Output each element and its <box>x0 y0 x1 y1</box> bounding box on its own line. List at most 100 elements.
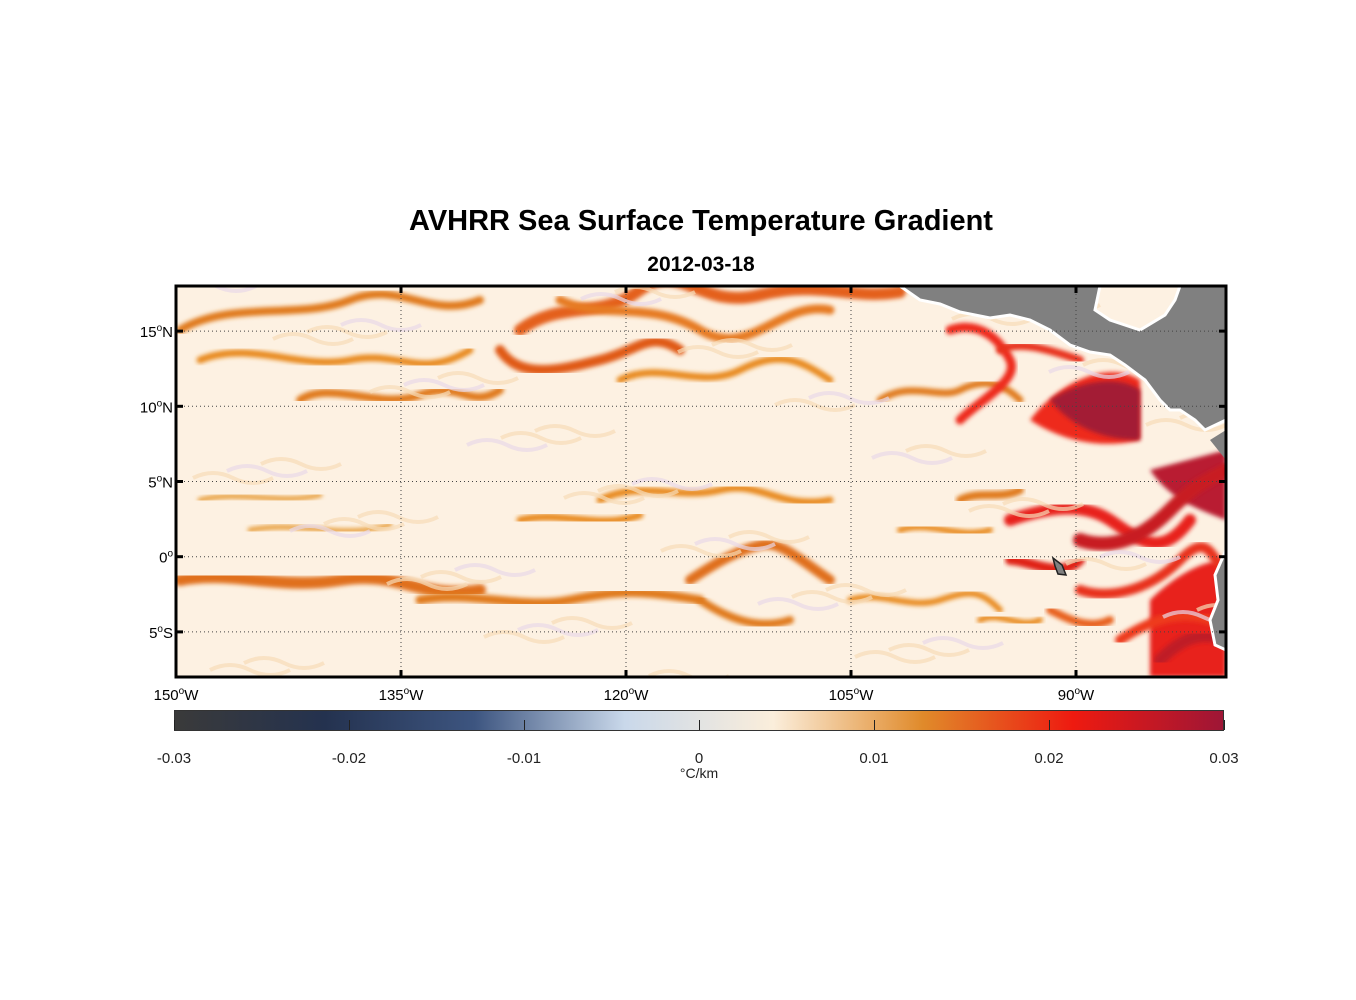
texture-streak <box>1002 497 1084 511</box>
texture-streak <box>272 332 354 346</box>
gradient-fronts <box>176 286 1226 677</box>
front-line <box>1073 463 1226 551</box>
texture-streak <box>340 318 422 332</box>
lat-tick-label: 15oN <box>140 323 173 341</box>
front-line <box>196 346 474 368</box>
lon-tick-label: 150oW <box>154 686 200 704</box>
lat-tick-label: 0o <box>159 549 173 567</box>
colorbar-tick-label: -0.01 <box>506 750 542 767</box>
texture-streak <box>774 398 856 412</box>
texture-streak <box>694 537 776 551</box>
texture-streak <box>176 286 257 293</box>
texture-streak <box>289 524 371 538</box>
lat-tick-label: 10oN <box>140 398 173 416</box>
texture-streak <box>922 636 1004 650</box>
front-line <box>977 614 1043 626</box>
front-line <box>1005 555 1085 574</box>
texture-streak <box>968 504 1050 518</box>
map-title: AVHRR Sea Surface Temperature Gradient <box>409 205 993 237</box>
galapagos-islands <box>1051 556 1068 576</box>
front-line <box>616 355 834 384</box>
colorbar-tick <box>874 720 875 730</box>
texture-streak <box>306 325 388 339</box>
texture-streak <box>517 623 599 637</box>
colorbar-tick-label: 0.01 <box>859 750 889 767</box>
axis-ticks: 15oN 10oN 5oN 0o 5oS 150oW 135oW 120oW 105oW 90oW <box>140 286 1226 704</box>
front-line <box>696 596 794 628</box>
colorbar-tick <box>699 720 700 730</box>
texture-streak <box>357 510 439 524</box>
lat-tick-label: 5oS <box>149 624 173 642</box>
land-layer <box>897 286 1226 652</box>
texture-streak <box>454 563 536 577</box>
texture-streak <box>791 590 873 604</box>
lon-tick-label: 135oW <box>379 686 425 704</box>
texture-streak <box>243 656 325 670</box>
texture-streak <box>323 517 405 531</box>
texture-streak <box>660 544 742 558</box>
colorbar-tick <box>349 720 350 730</box>
front-line <box>516 511 644 525</box>
texture-streak <box>551 616 633 630</box>
front-line <box>176 290 484 334</box>
colorbar-tick-label: -0.02 <box>331 750 367 767</box>
front-line <box>415 588 705 608</box>
colorbar-tick-label: 0.03 <box>1209 750 1239 767</box>
colorbar-tick <box>1049 720 1050 730</box>
lon-tick-label: 90oW <box>1058 686 1095 704</box>
texture-streak <box>757 597 839 611</box>
front-line <box>495 336 685 375</box>
graticule <box>176 286 1226 677</box>
texture-streak <box>677 345 759 359</box>
front-line <box>176 571 486 599</box>
colorbar-tick-label: 0.02 <box>1034 750 1064 767</box>
texture-streak <box>192 471 274 485</box>
colorbar-tick <box>174 720 175 730</box>
front-line <box>685 539 835 585</box>
colorbar-tick <box>1224 720 1225 730</box>
lat-tick-label: 5oN <box>148 474 173 492</box>
front-line <box>555 295 835 343</box>
colorbar-tick-label: 0 <box>694 750 704 767</box>
texture-streak <box>905 444 987 458</box>
texture-streak <box>631 477 713 491</box>
colorbar-unit-label: °C/km <box>679 765 719 781</box>
front-line <box>1046 606 1114 629</box>
lon-tick-label: 120oW <box>604 686 650 704</box>
texture-streak <box>580 292 662 306</box>
texture-streak <box>597 484 679 498</box>
front-line <box>945 322 1017 425</box>
texture-streak <box>500 431 582 445</box>
texture-streak <box>483 630 565 644</box>
texture-streak <box>1065 557 1147 571</box>
front-line <box>897 524 993 536</box>
front-line <box>996 341 1084 364</box>
texture-streak <box>888 643 970 657</box>
texture-streak <box>420 570 502 584</box>
texture-streak <box>1196 603 1226 612</box>
front-line <box>956 486 1024 504</box>
texture-streak <box>854 650 936 664</box>
texture-streak <box>403 378 485 392</box>
texture-streak <box>1162 610 1226 624</box>
colorbar-tick-label: -0.03 <box>156 750 192 767</box>
texture-streak <box>437 371 519 385</box>
texture-streak <box>1048 365 1130 379</box>
texture-streak <box>386 577 468 591</box>
texture-streak <box>369 385 451 399</box>
texture-streak <box>728 530 810 544</box>
front-line <box>197 492 323 503</box>
texture-streak <box>825 583 907 597</box>
map-subtitle: 2012-03-18 <box>647 253 755 276</box>
texture-streak <box>1145 418 1226 432</box>
lon-tick-label: 105oW <box>829 686 875 704</box>
front-line <box>1004 502 1196 549</box>
texture-streak <box>808 391 890 405</box>
ecuador-peru-land <box>1208 549 1226 652</box>
texture-streak <box>226 464 308 478</box>
texture-streak <box>466 438 548 452</box>
central-america-land <box>897 286 1226 432</box>
colombia-land <box>1210 430 1226 460</box>
texture-streak <box>563 491 645 505</box>
